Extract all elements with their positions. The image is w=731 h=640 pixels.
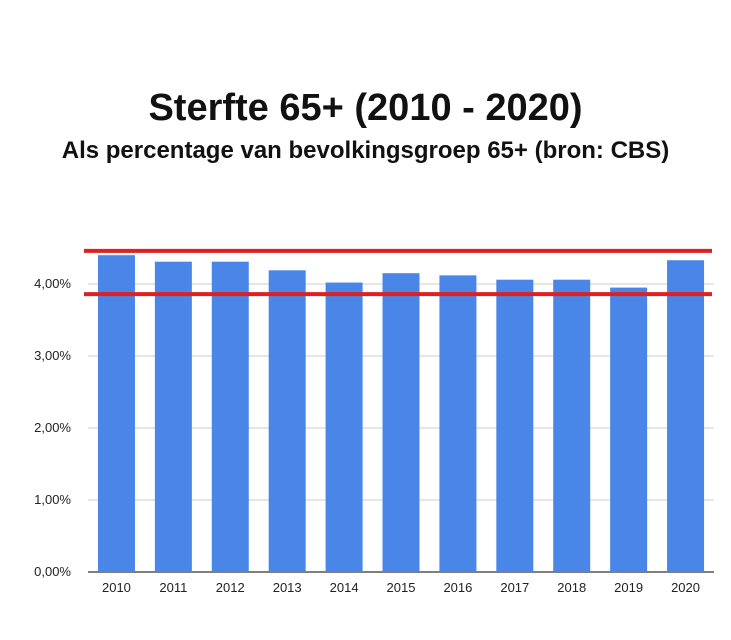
x-tick-label: 2020 — [671, 580, 700, 595]
y-tick-label: 3,00% — [34, 348, 71, 363]
y-tick-label: 0,00% — [34, 564, 71, 579]
chart-subtitle: Als percentage van bevolkingsgroep 65+ (… — [61, 137, 670, 164]
chart-title: Sterfte 65+ (2010 - 2020) — [148, 87, 583, 129]
bar-2017 — [496, 279, 534, 572]
bar-2013 — [268, 270, 306, 572]
bar-2010 — [97, 255, 135, 572]
bar-2019 — [610, 287, 648, 572]
x-tick-label: 2014 — [330, 580, 359, 595]
bar-2014 — [325, 282, 363, 572]
x-tick-label: 2016 — [443, 580, 472, 595]
bar-2012 — [211, 261, 249, 572]
x-tick-label: 2017 — [500, 580, 529, 595]
y-tick-label: 2,00% — [34, 420, 71, 435]
x-tick-label: 2011 — [159, 580, 187, 595]
bar-2016 — [439, 275, 477, 572]
y-tick-label: 4,00% — [34, 276, 71, 291]
x-tick-label: 2018 — [557, 580, 586, 595]
x-tick-label: 2012 — [216, 580, 245, 595]
bar-2011 — [154, 261, 192, 572]
x-tick-label: 2019 — [614, 580, 643, 595]
x-tick-label: 2013 — [273, 580, 302, 595]
bar-2015 — [382, 273, 420, 572]
bar-2020 — [667, 260, 705, 572]
bar-2018 — [553, 279, 591, 572]
x-tick-label: 2015 — [387, 580, 416, 595]
x-tick-label: 2010 — [102, 580, 131, 595]
y-tick-label: 1,00% — [34, 492, 71, 507]
